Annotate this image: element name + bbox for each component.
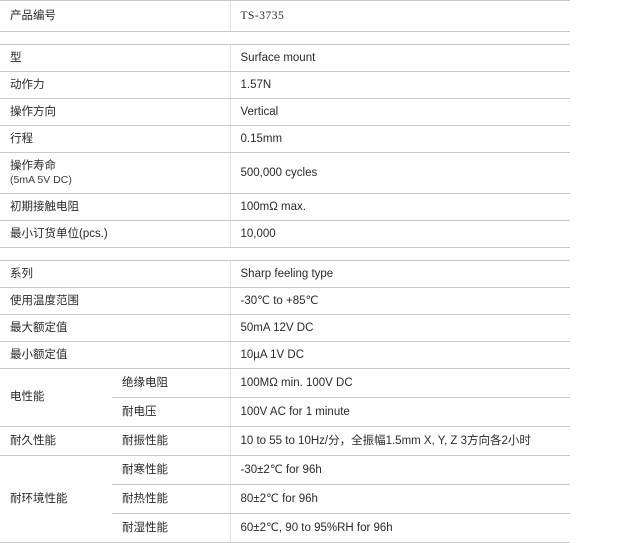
spec-label: 型 [0,44,230,72]
spec-value: 500,000 cycles [229,152,570,194]
perf-group-label: 耐久性能 [0,426,112,456]
product-number-label: 产品编号 [0,0,230,32]
perf-label: 系列 [0,260,230,288]
spec-value: Surface mount [229,44,570,72]
perf-sublabel: 耐湿性能 [112,513,230,543]
spec-label: 操作寿命 (5mA 5V DC) [0,152,230,194]
perf-value: 100MΩ min. 100V DC [229,368,570,398]
spec-label-sub: (5mA 5V DC) [10,174,72,187]
perf-value: 10µA 1V DC [229,341,570,369]
table-row: 操作寿命 (5mA 5V DC) 500,000 cycles [0,152,570,194]
perf-value: -30℃ to +85℃ [229,287,570,315]
spec-value: 1.57N [229,71,570,99]
product-number-value: TS-3735 [229,0,570,32]
perf-group-label: 电性能 [0,368,112,427]
perf-value: 80±2℃ for 96h [229,484,570,514]
table-row: 耐电压 100V AC for 1 minute [0,397,570,427]
performance-spec-table: 系列 Sharp feeling type 使用温度范围 -30℃ to +85… [0,260,570,543]
perf-sublabel: 耐电压 [112,397,230,427]
perf-value: 10 to 55 to 10Hz/分，全振幅1.5mm X, Y, Z 3方向各… [229,426,570,456]
table-row: 最大额定值 50mA 12V DC [0,314,570,342]
perf-sublabel: 耐振性能 [112,426,230,456]
spec-label: 动作力 [0,71,230,99]
table-row: 使用温度范围 -30℃ to +85℃ [0,287,570,315]
spec-value: 100mΩ max. [229,193,570,221]
table-gap-2 [0,248,634,260]
table-row: 最小订货单位(pcs.) 10,000 [0,220,570,248]
table-row: 电性能 绝缘电阻 100MΩ min. 100V DC [0,368,570,427]
perf-group-label: 耐环境性能 [0,455,112,543]
perf-value: 50mA 12V DC [229,314,570,342]
table-row: 最小额定值 10µA 1V DC [0,341,570,369]
table-row: 型 Surface mount [0,44,570,72]
perf-sublabel: 耐寒性能 [112,455,230,485]
perf-value: -30±2℃ for 96h [229,455,570,485]
table-gap-1 [0,32,634,44]
spec-value: Vertical [229,98,570,126]
perf-label: 使用温度范围 [0,287,230,315]
table-row: 初期接触电阻 100mΩ max. [0,193,570,221]
table-row: 行程 0.15mm [0,125,570,153]
perf-label: 最大额定值 [0,314,230,342]
table-row: 耐久性能 耐振性能 10 to 55 to 10Hz/分，全振幅1.5mm X,… [0,426,570,456]
table-row: 耐环境性能 耐寒性能 -30±2℃ for 96h [0,455,570,543]
spec-label: 最小订货单位(pcs.) [0,220,230,248]
spec-value: 10,000 [229,220,570,248]
spec-label-main: 操作寿命 [10,159,56,172]
spec-label: 行程 [0,125,230,153]
perf-value: 100V AC for 1 minute [229,397,570,427]
spec-label: 操作方向 [0,98,230,126]
basic-spec-table: 型 Surface mount 动作力 1.57N 操作方向 Vertical … [0,44,570,248]
perf-label: 最小额定值 [0,341,230,369]
perf-sublabel: 耐热性能 [112,484,230,514]
spec-value: 0.15mm [229,125,570,153]
perf-value: Sharp feeling type [229,260,570,288]
table-row: 系列 Sharp feeling type [0,260,570,288]
spec-label: 初期接触电阻 [0,193,230,221]
perf-sublabel: 绝缘电阻 [112,368,230,398]
perf-value: 60±2℃, 90 to 95%RH for 96h [229,513,570,543]
table-row: 产品编号 TS-3735 [0,0,570,32]
table-row: 动作力 1.57N [0,71,570,99]
product-number-table: 产品编号 TS-3735 [0,0,570,32]
table-row: 操作方向 Vertical [0,98,570,126]
